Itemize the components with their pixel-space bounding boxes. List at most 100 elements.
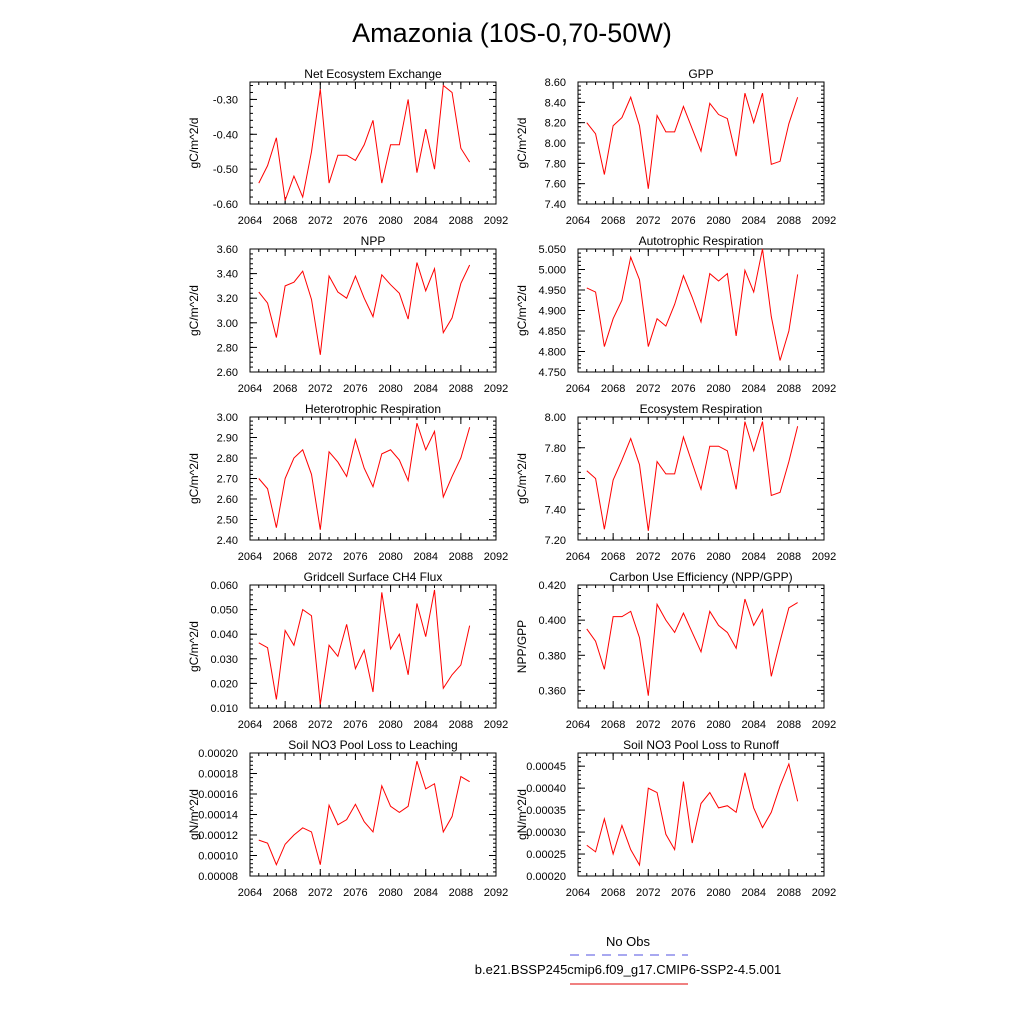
y-tick-label: -0.40	[213, 129, 238, 141]
y-tick-label: 0.00018	[198, 769, 238, 781]
x-tick-label: 2068	[601, 719, 625, 731]
x-tick-label: 2080	[706, 719, 730, 731]
x-tick-label: 2084	[741, 551, 765, 563]
panel-2: NPP gC/m^2/d 2.60 2.80 3.00 3.20 3.40 3.60 2064 2…	[187, 234, 508, 395]
panel-0: Net Ecosystem Exchange gC/m^2/d -0.60 -0.50…	[187, 67, 508, 227]
x-tick-label: 2076	[343, 551, 367, 563]
panel-6: Gridcell Surface CH4 Flux gC/m^2/d 0.010 0.…	[187, 570, 508, 731]
x-tick-label: 2068	[273, 383, 297, 395]
y-tick-label: 0.040	[210, 629, 238, 641]
series-line	[586, 598, 798, 696]
y-tick-label: 2.90	[217, 433, 238, 445]
figure-title: Amazonia (10S-0,70-50W)	[352, 18, 672, 48]
y-axis-label: gC/m^2/d	[187, 621, 201, 672]
x-tick-label: 2092	[484, 719, 508, 731]
x-tick-label: 2088	[777, 719, 801, 731]
y-tick-label: -0.30	[213, 94, 238, 106]
y-tick-label: 0.010	[210, 703, 238, 715]
y-tick-label: 0.420	[538, 580, 566, 592]
x-tick-label: 2076	[343, 719, 367, 731]
panel-title: Soil NO3 Pool Loss to Leaching	[288, 738, 457, 752]
y-tick-label: 7.40	[545, 504, 566, 516]
series-line	[258, 761, 470, 867]
plot-frame	[249, 752, 497, 877]
panel-title: Soil NO3 Pool Loss to Runoff	[623, 738, 780, 752]
x-tick-label: 2068	[601, 215, 625, 227]
x-tick-label: 2076	[343, 383, 367, 395]
panel-1: GPP gC/m^2/d 7.40 7.60 7.80 8.00 8.20 8.40 8.60 2…	[515, 67, 836, 227]
y-tick-label: 2.80	[217, 342, 238, 354]
x-tick-label: 2084	[741, 383, 765, 395]
x-tick-label: 2068	[601, 887, 625, 899]
x-tick-label: 2072	[636, 719, 660, 731]
x-tick-label: 2088	[777, 383, 801, 395]
y-tick-label: 5.050	[538, 244, 566, 256]
x-tick-label: 2080	[378, 551, 402, 563]
panel-7: Carbon Use Efficiency (NPP/GPP) NPP/GPP 0.…	[515, 570, 836, 731]
y-tick-label: 7.60	[545, 179, 566, 191]
x-tick-label: 2064	[238, 719, 262, 731]
panels: Net Ecosystem Exchange gC/m^2/d -0.60 -0.50…	[187, 67, 836, 899]
y-axis-label: gC/m^2/d	[187, 453, 201, 504]
y-tick-label: 0.360	[538, 685, 566, 697]
x-tick-label: 2068	[601, 383, 625, 395]
x-tick-label: 2084	[413, 887, 437, 899]
panel-title: GPP	[688, 67, 713, 81]
x-tick-label: 2072	[308, 887, 332, 899]
x-tick-label: 2088	[449, 719, 473, 731]
y-tick-label: 3.00	[217, 318, 238, 330]
x-tick-label: 2092	[812, 551, 836, 563]
x-tick-label: 2072	[636, 887, 660, 899]
y-tick-label: 8.60	[545, 77, 566, 89]
y-tick-label: 0.00010	[198, 851, 238, 863]
x-tick-label: 2092	[812, 383, 836, 395]
series-line	[586, 762, 799, 867]
panel-8: Soil NO3 Pool Loss to LeachinggN/m^2/d0.…	[187, 738, 508, 899]
legend: No Obs b.e21.BSSP245cmip6.f09_g17.CMIP6-…	[475, 934, 781, 985]
x-tick-label: 2092	[484, 383, 508, 395]
x-tick-label: 2084	[741, 887, 765, 899]
panel-4: Heterotrophic Respiration gC/m^2/d 2.40 2.5…	[187, 402, 508, 563]
y-tick-label: 4.950	[538, 285, 566, 297]
y-axis-label: gC/m^2/d	[515, 453, 529, 504]
y-tick-label: 0.00040	[526, 783, 566, 795]
panel-title: Autotrophic Respiration	[639, 234, 764, 248]
y-tick-label: -0.60	[213, 199, 238, 211]
y-axis-label: gC/m^2/d	[187, 118, 201, 169]
x-tick-label: 2072	[636, 383, 660, 395]
y-tick-label: 0.00020	[198, 748, 238, 760]
plot-frame	[249, 81, 497, 205]
plot-frame	[577, 81, 825, 205]
y-tick-label: 4.750	[538, 367, 566, 379]
x-tick-label: 2088	[449, 383, 473, 395]
y-tick-label: 8.00	[545, 138, 566, 150]
x-tick-label: 2092	[484, 215, 508, 227]
x-tick-label: 2072	[308, 719, 332, 731]
x-tick-label: 2080	[706, 215, 730, 227]
x-tick-label: 2064	[566, 383, 590, 395]
y-tick-label: 0.00045	[526, 761, 566, 773]
y-tick-label: 2.70	[217, 474, 238, 486]
y-tick-label: 7.20	[545, 535, 566, 547]
plot-frame	[577, 584, 825, 709]
y-tick-label: 0.00020	[526, 871, 566, 883]
y-tick-label: 4.850	[538, 326, 566, 338]
x-tick-label: 2064	[238, 551, 262, 563]
y-tick-label: 0.00016	[198, 789, 238, 801]
y-tick-label: 3.20	[217, 293, 238, 305]
x-tick-label: 2076	[343, 887, 367, 899]
x-tick-label: 2068	[273, 719, 297, 731]
x-tick-label: 2076	[671, 215, 695, 227]
x-tick-label: 2088	[449, 887, 473, 899]
x-tick-label: 2088	[449, 551, 473, 563]
y-tick-label: 0.400	[538, 615, 566, 627]
y-tick-label: 0.00012	[198, 830, 238, 842]
y-tick-label: 3.60	[217, 244, 238, 256]
y-tick-label: 4.800	[538, 347, 566, 359]
y-tick-label: 0.050	[210, 605, 238, 617]
x-tick-label: 2064	[238, 887, 262, 899]
y-tick-label: 2.60	[217, 367, 238, 379]
y-tick-label: 8.00	[545, 412, 566, 424]
panel-title: Heterotrophic Respiration	[305, 402, 441, 416]
plot-frame	[577, 248, 825, 373]
